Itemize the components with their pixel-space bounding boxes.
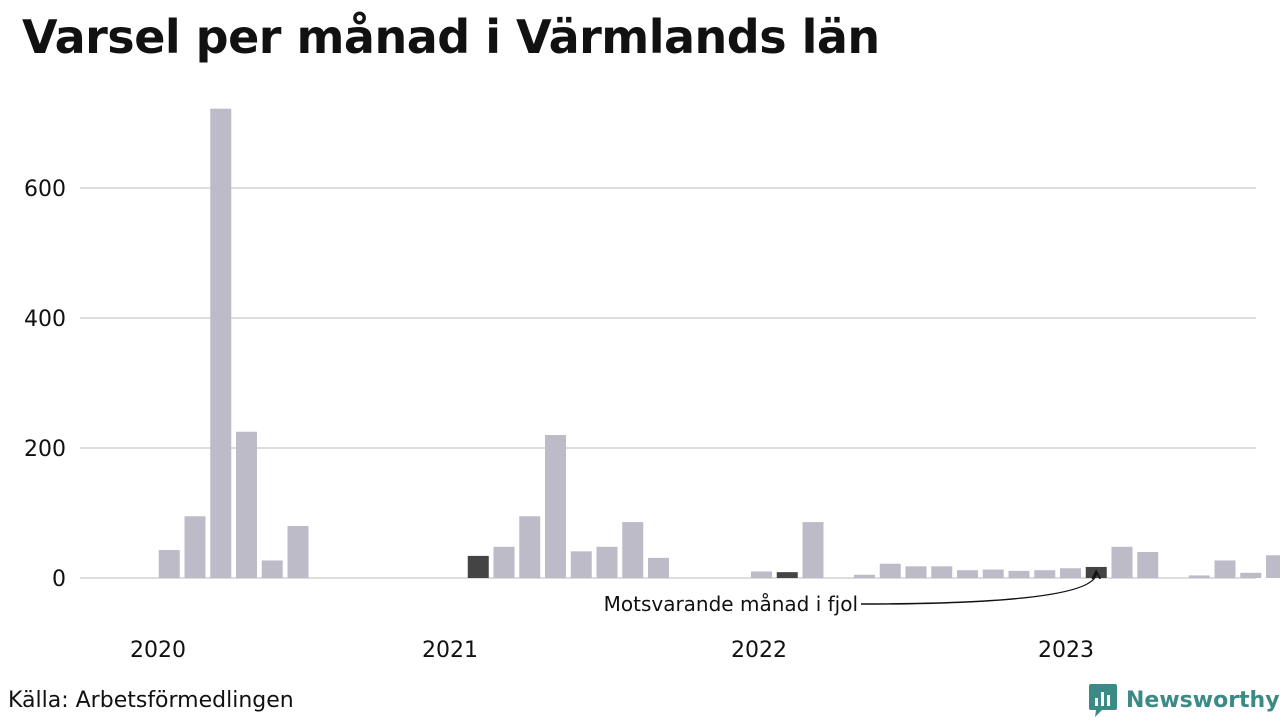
bar-15 bbox=[519, 516, 541, 578]
comparison-arrow-line bbox=[860, 572, 1097, 605]
bar-44 bbox=[1266, 555, 1280, 578]
x-tick-label-2020: 2020 bbox=[130, 638, 186, 663]
bar-4 bbox=[236, 431, 257, 578]
bar-35 bbox=[1034, 570, 1056, 578]
source-note: Källa: Arbetsförmedlingen bbox=[8, 688, 294, 713]
bar-5 bbox=[261, 560, 283, 578]
bar-42 bbox=[1214, 560, 1236, 578]
chart-title: Varsel per månad i Värmlands län bbox=[22, 10, 880, 64]
bar-32 bbox=[957, 570, 978, 578]
bar-41 bbox=[1188, 575, 1210, 578]
bar-18 bbox=[596, 546, 618, 578]
bar-1 bbox=[158, 550, 180, 578]
bar-2 bbox=[184, 516, 206, 578]
bar-38 bbox=[1111, 546, 1133, 578]
bar-39 bbox=[1137, 552, 1159, 578]
bar-19 bbox=[622, 522, 644, 578]
x-tick-label-2022: 2022 bbox=[731, 638, 787, 663]
bar-29 bbox=[879, 563, 901, 578]
bar-24 bbox=[751, 571, 772, 578]
bar-34 bbox=[1008, 570, 1030, 578]
y-tick-label-0: 0 bbox=[52, 567, 66, 592]
bar-comparison-13 bbox=[467, 555, 489, 578]
bar-3 bbox=[210, 108, 232, 578]
bar-33 bbox=[982, 569, 1004, 578]
bar-31 bbox=[931, 566, 953, 578]
bar-28 bbox=[854, 574, 875, 578]
bar-17 bbox=[570, 551, 592, 578]
brand-logo: Newsworthy bbox=[1088, 682, 1280, 718]
bar-36 bbox=[1060, 568, 1081, 578]
bar-30 bbox=[905, 566, 927, 578]
bar-43 bbox=[1240, 572, 1262, 578]
y-tick-label-400: 400 bbox=[24, 307, 66, 332]
bar-20 bbox=[648, 557, 669, 578]
x-tick-label-2023: 2023 bbox=[1038, 638, 1094, 663]
comparison-arrow-head bbox=[1091, 569, 1101, 580]
x-tick-label-2021: 2021 bbox=[422, 638, 478, 663]
brand-name: Newsworthy bbox=[1126, 687, 1280, 713]
bar-26 bbox=[802, 522, 824, 578]
bar-comparison-25 bbox=[776, 572, 798, 578]
bar-16 bbox=[545, 435, 566, 578]
newsworthy-logo-icon bbox=[1089, 684, 1117, 717]
y-tick-label-200: 200 bbox=[24, 437, 66, 462]
bar-14 bbox=[493, 546, 515, 578]
bar-6 bbox=[287, 526, 309, 578]
comparison-label: Motsvarande månad i fjol bbox=[604, 592, 858, 616]
y-tick-label-600: 600 bbox=[24, 177, 66, 202]
